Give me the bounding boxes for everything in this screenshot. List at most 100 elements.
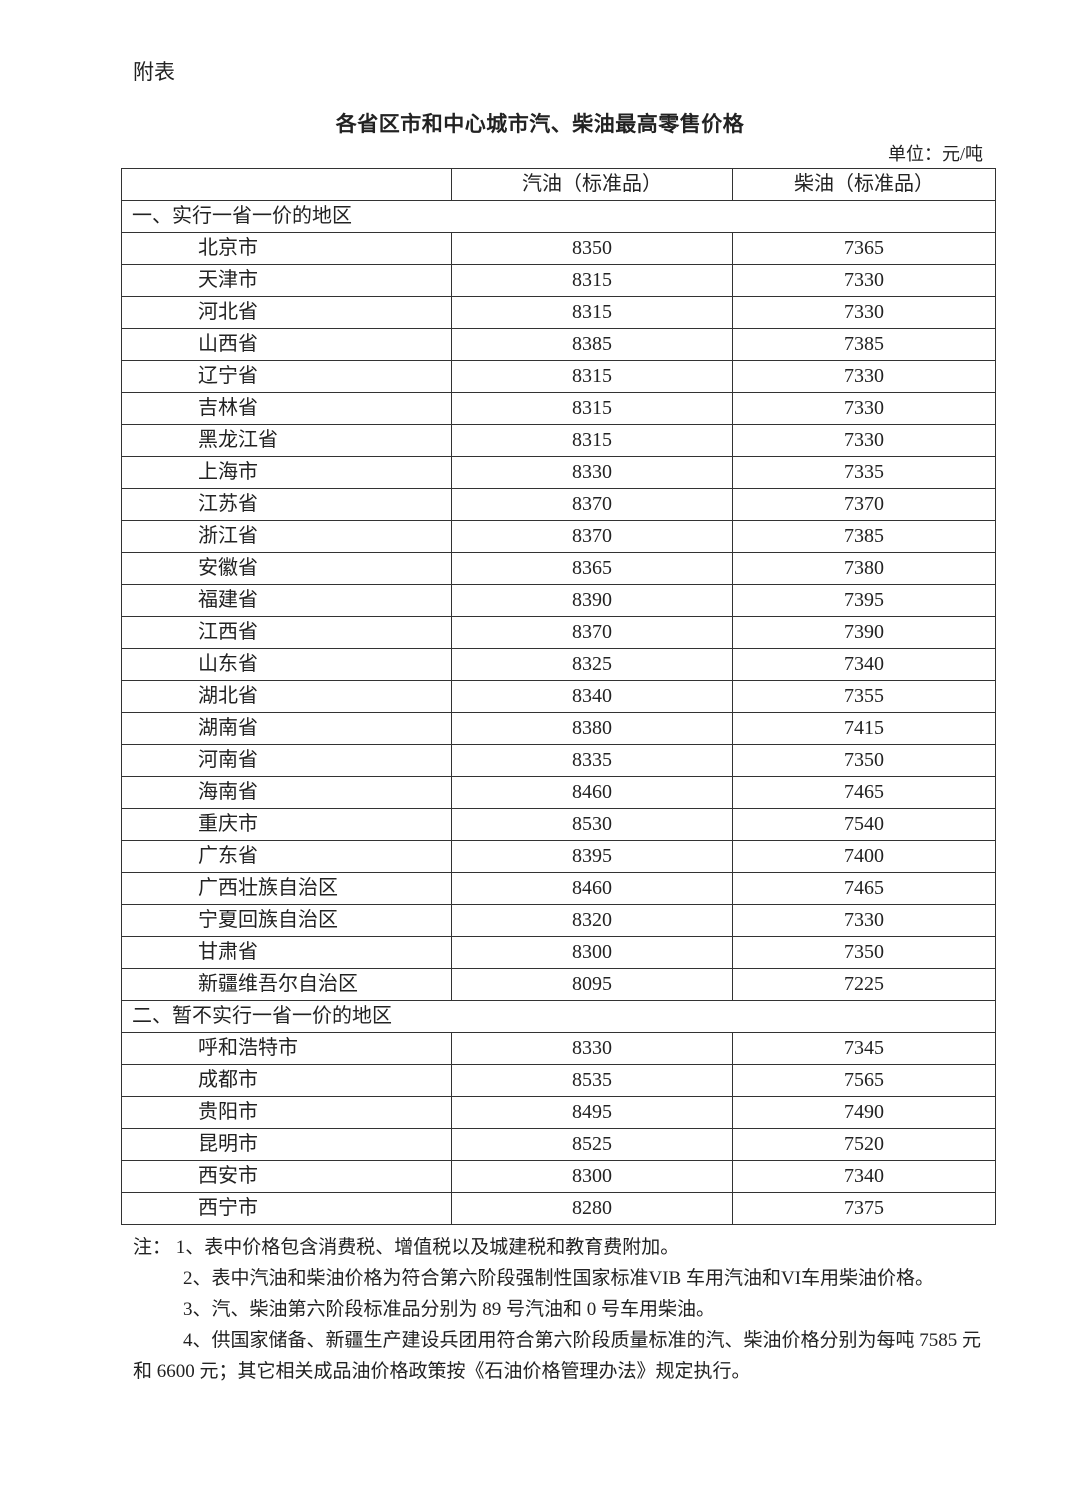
diesel-price-cell: 7340 [732, 648, 996, 681]
gasoline-price-cell: 8340 [451, 680, 733, 713]
gasoline-price-cell: 8525 [451, 1128, 733, 1161]
table-row: 上海市 8330 7335 [121, 456, 996, 489]
diesel-price-cell: 7350 [732, 936, 996, 969]
table-row: 安徽省 8365 7380 [121, 552, 996, 585]
table-row: 湖南省 8380 7415 [121, 712, 996, 745]
header-diesel: 柴油（标准品） [732, 168, 996, 201]
document-title: 各省区市和中心城市汽、柴油最高零售价格 [335, 112, 745, 136]
region-cell: 昆明市 [121, 1128, 452, 1161]
note-3: 3、汽、柴油第六阶段标准品分别为 89 号汽油和 0 号车用柴油。 [183, 1299, 716, 1320]
region-cell: 重庆市 [121, 808, 452, 841]
region-cell: 海南省 [121, 776, 452, 809]
note-4: 4、供国家储备、新疆生产建设兵团用符合第六阶段质量标准的汽、柴油价格分别为每吨 … [133, 1330, 982, 1382]
diesel-price-cell: 7350 [732, 744, 996, 777]
gasoline-price-cell: 8380 [451, 712, 733, 745]
table-header-row: 汽油（标准品） 柴油（标准品） [121, 168, 996, 201]
table-row: 成都市 8535 7565 [121, 1064, 996, 1097]
diesel-price-cell: 7490 [732, 1096, 996, 1129]
region-cell: 山西省 [121, 328, 452, 361]
gasoline-price-cell: 8325 [451, 648, 733, 681]
table-row: 西安市 8300 7340 [121, 1160, 996, 1193]
unit-label: 单位：元/吨 [887, 144, 983, 164]
table-row: 广东省 8395 7400 [121, 840, 996, 873]
diesel-price-cell: 7365 [732, 232, 996, 265]
region-cell: 安徽省 [121, 552, 452, 585]
table-row: 黑龙江省 8315 7330 [121, 424, 996, 457]
diesel-price-cell: 7385 [732, 328, 996, 361]
region-cell: 广西壮族自治区 [121, 872, 452, 905]
gasoline-price-cell: 8390 [451, 584, 733, 617]
table-row: 新疆维吾尔自治区 8095 7225 [121, 968, 996, 1001]
region-cell: 福建省 [121, 584, 452, 617]
table-row: 福建省 8390 7395 [121, 584, 996, 617]
table-row: 重庆市 8530 7540 [121, 808, 996, 841]
region-cell: 宁夏回族自治区 [121, 904, 452, 937]
table-row: 江苏省 8370 7370 [121, 488, 996, 521]
table-row: 河北省 8315 7330 [121, 296, 996, 329]
region-cell: 河北省 [121, 296, 452, 329]
gasoline-price-cell: 8095 [451, 968, 733, 1001]
table-row: 宁夏回族自治区 8320 7330 [121, 904, 996, 937]
diesel-price-cell: 7465 [732, 872, 996, 905]
diesel-price-cell: 7400 [732, 840, 996, 873]
gasoline-price-cell: 8365 [451, 552, 733, 585]
diesel-price-cell: 7345 [732, 1032, 996, 1065]
diesel-price-cell: 7330 [732, 424, 996, 457]
gasoline-price-cell: 8280 [451, 1192, 733, 1225]
diesel-price-cell: 7330 [732, 296, 996, 329]
header-region [121, 168, 452, 201]
section-label: 一、实行一省一价的地区 [121, 200, 996, 233]
region-cell: 贵阳市 [121, 1096, 452, 1129]
diesel-price-cell: 7465 [732, 776, 996, 809]
gasoline-price-cell: 8315 [451, 264, 733, 297]
region-cell: 上海市 [121, 456, 452, 489]
diesel-price-cell: 7385 [732, 520, 996, 553]
table-row: 天津市 8315 7330 [121, 264, 996, 297]
gasoline-price-cell: 8300 [451, 1160, 733, 1193]
table-row: 山西省 8385 7385 [121, 328, 996, 361]
region-cell: 成都市 [121, 1064, 452, 1097]
table-row: 江西省 8370 7390 [121, 616, 996, 649]
table-row: 贵阳市 8495 7490 [121, 1096, 996, 1129]
region-cell: 呼和浩特市 [121, 1032, 452, 1065]
diesel-price-cell: 7375 [732, 1192, 996, 1225]
table-row: 西宁市 8280 7375 [121, 1192, 996, 1225]
gasoline-price-cell: 8350 [451, 232, 733, 265]
region-cell: 山东省 [121, 648, 452, 681]
table-row: 河南省 8335 7350 [121, 744, 996, 777]
table-row: 甘肃省 8300 7350 [121, 936, 996, 969]
diesel-price-cell: 7330 [732, 264, 996, 297]
gasoline-price-cell: 8315 [451, 296, 733, 329]
gasoline-price-cell: 8530 [451, 808, 733, 841]
table-row: 湖北省 8340 7355 [121, 680, 996, 713]
diesel-price-cell: 7390 [732, 616, 996, 649]
table-row: 山东省 8325 7340 [121, 648, 996, 681]
section-row: 二、暂不实行一省一价的地区 [121, 1000, 996, 1033]
gasoline-price-cell: 8330 [451, 1032, 733, 1065]
table-row: 海南省 8460 7465 [121, 776, 996, 809]
diesel-price-cell: 7540 [732, 808, 996, 841]
diesel-price-cell: 7330 [732, 392, 996, 425]
table-row: 广西壮族自治区 8460 7465 [121, 872, 996, 905]
region-cell: 浙江省 [121, 520, 452, 553]
region-cell: 广东省 [121, 840, 452, 873]
note-2: 2、表中汽油和柴油价格为符合第六阶段强制性国家标准VIB 车用汽油和VI车用柴油… [183, 1268, 935, 1289]
section-row: 一、实行一省一价的地区 [121, 200, 996, 233]
gasoline-price-cell: 8300 [451, 936, 733, 969]
gasoline-price-cell: 8315 [451, 392, 733, 425]
table-row: 浙江省 8370 7385 [121, 520, 996, 553]
diesel-price-cell: 7415 [732, 712, 996, 745]
gasoline-price-cell: 8460 [451, 872, 733, 905]
region-cell: 湖南省 [121, 712, 452, 745]
diesel-price-cell: 7335 [732, 456, 996, 489]
header-gasoline: 汽油（标准品） [451, 168, 733, 201]
attachment-label: 附表 [133, 60, 175, 84]
note-1: 注： 1、表中价格包含消费税、增值税以及城建税和教育费附加。 [133, 1237, 680, 1258]
gasoline-price-cell: 8320 [451, 904, 733, 937]
gasoline-price-cell: 8370 [451, 616, 733, 649]
table-row: 辽宁省 8315 7330 [121, 360, 996, 393]
table-row: 昆明市 8525 7520 [121, 1128, 996, 1161]
gasoline-price-cell: 8315 [451, 424, 733, 457]
diesel-price-cell: 7330 [732, 360, 996, 393]
gasoline-price-cell: 8315 [451, 360, 733, 393]
